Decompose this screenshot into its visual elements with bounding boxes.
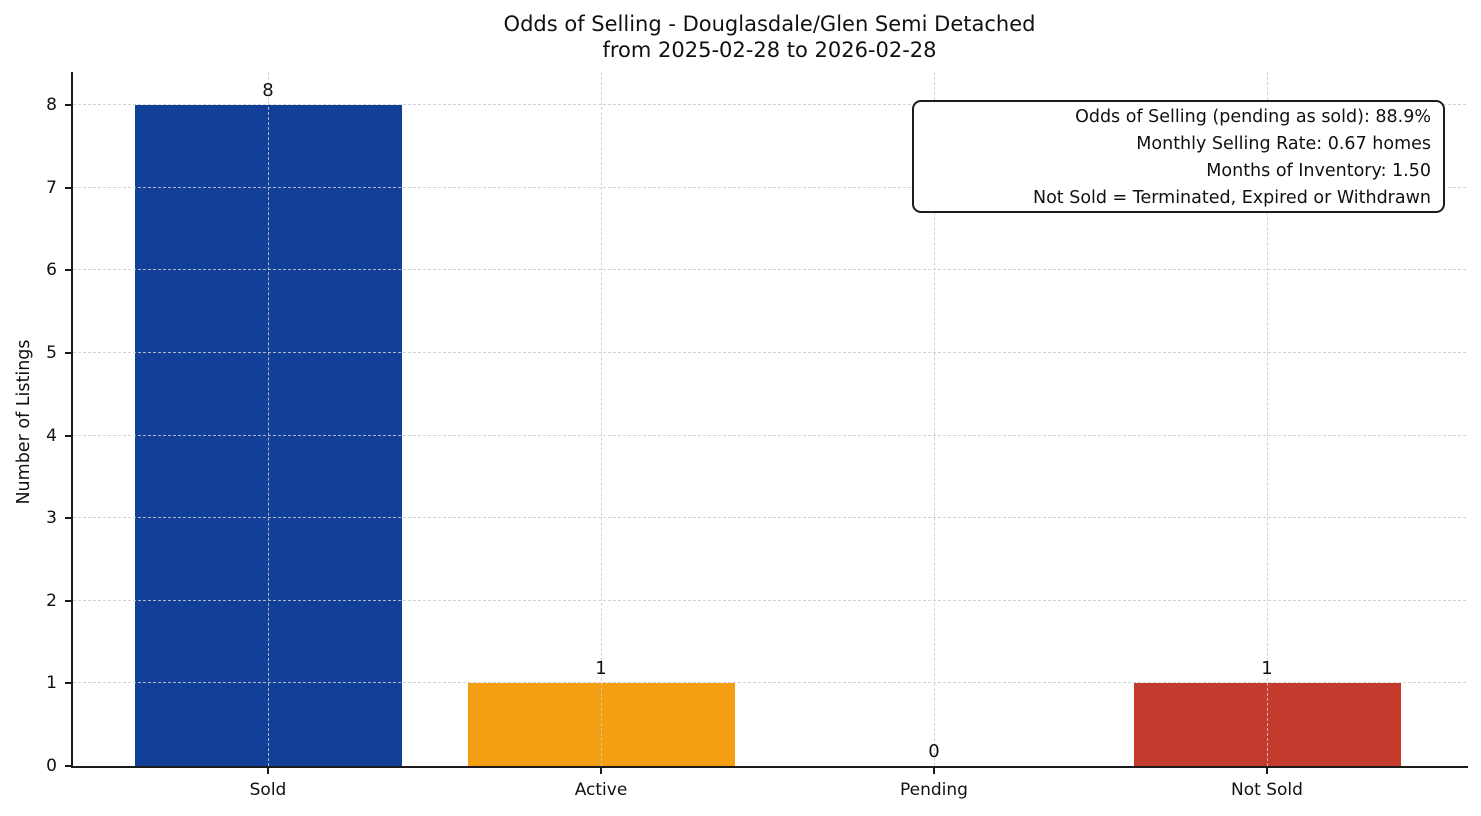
bar-value-label-pending: 0 (928, 741, 940, 762)
chart-title-line1: Odds of Selling - Douglasdale/Glen Semi … (503, 12, 1036, 36)
y-tick-label: 0 (46, 756, 57, 776)
chart-title-line2: from 2025-02-28 to 2026-02-28 (602, 38, 937, 62)
y-tick-mark (65, 517, 73, 519)
gridline-vertical (934, 72, 935, 766)
annotation-months-of-inventory: Months of Inventory: 1.50 (1206, 161, 1431, 181)
y-tick-label: 2 (46, 591, 57, 611)
gridline-horizontal (73, 104, 1466, 105)
x-axis-spine (71, 766, 1468, 768)
y-tick-mark (65, 435, 73, 437)
gridline-horizontal (73, 600, 1466, 601)
y-tick-mark (65, 765, 73, 767)
y-tick-label: 6 (46, 260, 57, 280)
gridline-horizontal (73, 187, 1466, 188)
gridline-vertical (268, 72, 269, 766)
x-tick-mark (600, 768, 602, 774)
annotation-monthly-selling-rate: Monthly Selling Rate: 0.67 homes (1136, 134, 1431, 154)
gridline-horizontal (73, 517, 1466, 518)
gridline-horizontal (73, 682, 1466, 683)
gridline-vertical (1267, 72, 1268, 766)
y-tick-mark (65, 600, 73, 602)
x-tick-mark (933, 768, 935, 774)
x-tick-label-pending: Pending (900, 780, 968, 800)
x-tick-label-sold: Sold (249, 780, 287, 800)
x-tick-label-active: Active (574, 780, 628, 800)
y-tick-label: 4 (46, 426, 57, 446)
annotation-box: Odds of Selling (pending as sold): 88.9%… (912, 100, 1445, 213)
y-tick-mark (65, 682, 73, 684)
bar-value-label-active: 1 (595, 658, 607, 679)
y-tick-label: 7 (46, 178, 57, 198)
y-axis-title: Number of Listings (14, 339, 34, 505)
bar-value-label-sold: 8 (262, 80, 274, 101)
gridline-horizontal (73, 435, 1466, 436)
y-tick-label: 1 (46, 673, 57, 693)
gridline-horizontal (73, 352, 1466, 353)
x-tick-mark (1266, 768, 1268, 774)
chart-title: Odds of Selling - Douglasdale/Glen Semi … (73, 11, 1466, 63)
y-tick-mark (65, 352, 73, 354)
annotation-not-sold-definition: Not Sold = Terminated, Expired or Withdr… (1032, 188, 1431, 208)
y-tick-mark (65, 187, 73, 189)
x-tick-label-not-sold: Not Sold (1231, 780, 1303, 800)
y-tick-mark (65, 269, 73, 271)
y-tick-mark (65, 104, 73, 106)
annotation-odds-of-selling: Odds of Selling (pending as sold): 88.9% (1075, 107, 1431, 127)
gridline-vertical (601, 72, 602, 766)
bar-value-label-not-sold: 1 (1261, 658, 1273, 679)
y-tick-label: 3 (46, 508, 57, 528)
y-axis-spine (71, 72, 73, 768)
plot-area: 8 1 0 1 Sold Active Pending Not Sold Num… (14, 72, 1468, 800)
y-tick-label: 5 (46, 343, 57, 363)
gridline-horizontal (73, 269, 1466, 270)
x-tick-mark (267, 768, 269, 774)
y-tick-label: 8 (46, 95, 57, 115)
